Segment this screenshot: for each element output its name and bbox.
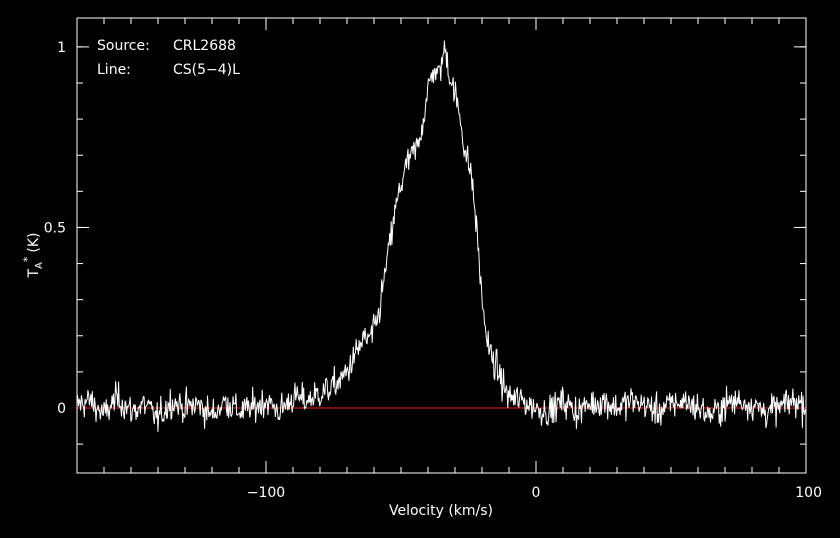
- annotation-line-value: CS(5−4)L: [173, 62, 240, 78]
- y-axis-title-main: T: [26, 269, 42, 279]
- y-tick-label: 0.5: [44, 220, 66, 236]
- y-tick-label: 0: [57, 401, 66, 417]
- y-tick-labels: 00.51: [44, 40, 66, 417]
- y-axis-title: TA* (K): [21, 232, 45, 278]
- minor-ticks: [76, 18, 807, 473]
- x-tick-label: 100: [795, 485, 822, 501]
- annotation-source-value: CRL2688: [173, 38, 236, 54]
- y-axis-title-sub: A: [34, 262, 45, 269]
- x-axis-title: Velocity (km/s): [389, 503, 493, 519]
- annotation-source-label: Source:: [97, 38, 150, 54]
- annotation-line-label: Line:: [97, 62, 131, 78]
- y-axis-title-unit: (K): [26, 232, 42, 252]
- spectrum-trace: [76, 40, 806, 432]
- x-tick-labels: −100 0 100: [247, 485, 822, 501]
- y-tick-label: 1: [57, 40, 66, 56]
- x-tick-label: 0: [532, 485, 541, 501]
- y-axis-title-sup: *: [21, 256, 34, 262]
- x-tick-label: −100: [247, 485, 285, 501]
- plot-frame: [76, 17, 807, 474]
